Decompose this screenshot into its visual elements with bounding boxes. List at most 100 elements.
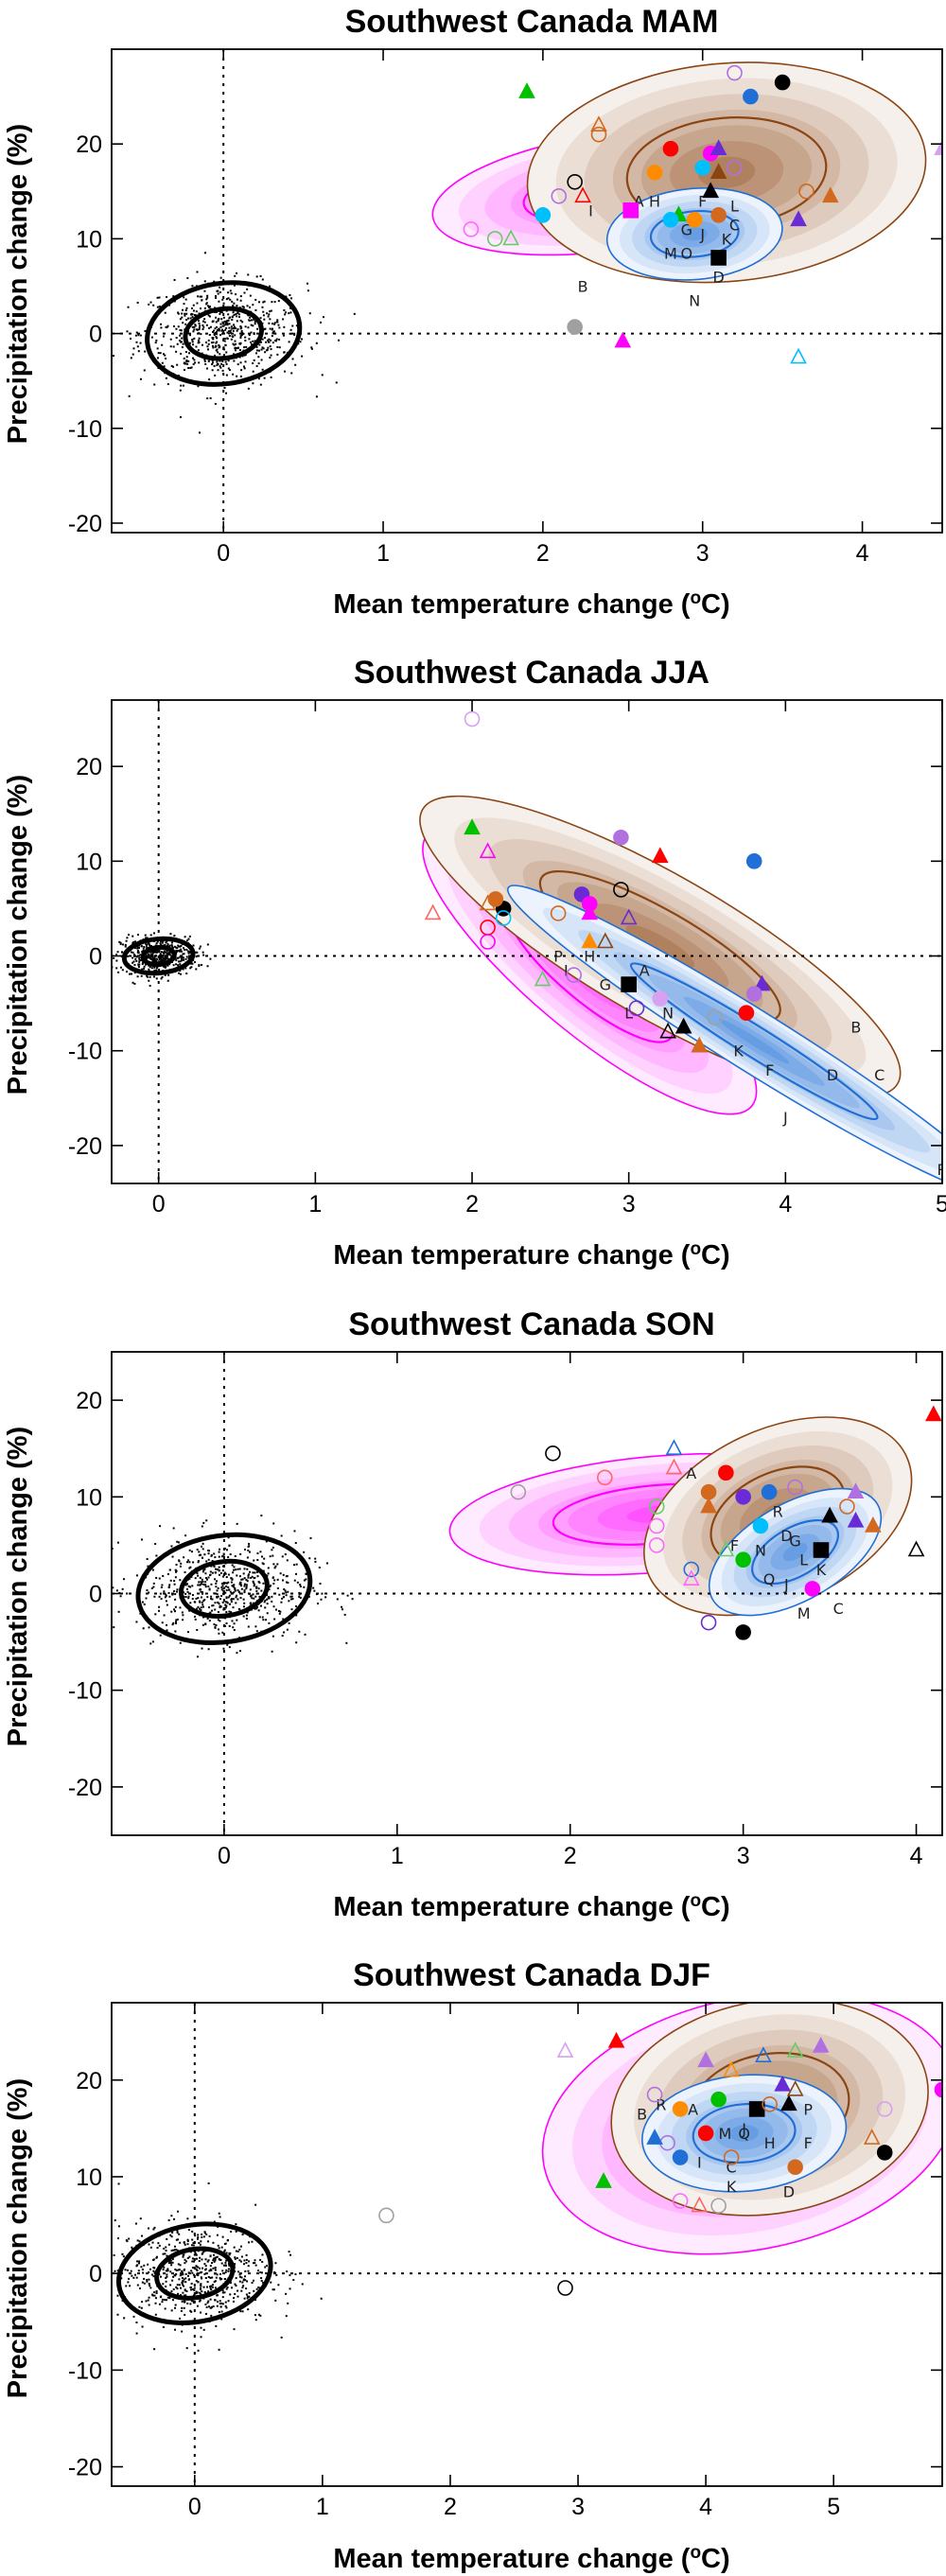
control-point	[203, 318, 206, 321]
control-point	[273, 1618, 276, 1621]
control-point	[203, 1568, 206, 1570]
control-point	[229, 329, 232, 332]
control-point	[220, 2318, 223, 2321]
control-point	[282, 318, 285, 321]
control-point	[240, 334, 243, 337]
control-point	[239, 295, 242, 298]
control-point	[164, 966, 166, 969]
control-point	[253, 1583, 255, 1586]
control-point	[204, 1586, 207, 1588]
control-point	[253, 1585, 255, 1587]
control-point	[205, 324, 208, 326]
control-point	[168, 1584, 171, 1586]
control-point	[274, 332, 277, 335]
control-point	[136, 934, 139, 937]
control-point	[187, 1597, 190, 1600]
control-point	[257, 377, 260, 380]
control-point	[187, 359, 190, 362]
y-tick-label: -10	[68, 1678, 102, 1705]
control-point	[233, 284, 236, 287]
control-point	[257, 1587, 260, 1590]
control-point	[227, 319, 230, 322]
control-point	[247, 273, 250, 276]
control-point	[261, 1616, 264, 1619]
control-point	[102, 2254, 104, 2256]
control-point	[248, 306, 251, 308]
control-point	[224, 1582, 227, 1585]
control-point	[215, 311, 218, 314]
triangle-marker	[574, 186, 591, 203]
control-point	[198, 1554, 201, 1557]
control-point	[186, 2256, 189, 2259]
x-tick-label: 3	[571, 2494, 585, 2520]
control-point	[241, 2234, 244, 2236]
control-point	[126, 937, 129, 939]
control-point	[141, 2301, 144, 2304]
control-point	[183, 2285, 185, 2287]
control-point	[216, 2294, 219, 2297]
control-point	[236, 272, 238, 274]
control-point	[221, 324, 224, 327]
control-point	[238, 1591, 241, 1594]
control-point	[218, 2311, 220, 2314]
control-point	[248, 1551, 251, 1553]
control-point	[169, 1579, 172, 1582]
control-point	[227, 359, 230, 362]
control-point	[160, 977, 163, 980]
control-point	[306, 282, 308, 285]
control-point	[208, 305, 211, 307]
control-point	[132, 2276, 135, 2279]
control-point	[170, 2264, 173, 2267]
control-point	[234, 2283, 236, 2286]
control-point	[257, 356, 260, 359]
control-point	[268, 313, 271, 316]
circle-marker	[787, 2159, 803, 2176]
control-point	[215, 349, 218, 352]
control-point	[179, 1641, 182, 1644]
control-point	[159, 1592, 162, 1595]
control-point	[191, 2267, 194, 2269]
control-point	[238, 2259, 241, 2262]
control-point	[262, 1582, 265, 1585]
control-point	[153, 932, 156, 935]
control-point	[173, 324, 176, 327]
control-point	[215, 1624, 218, 1627]
control-point	[140, 2266, 143, 2269]
control-point	[227, 2300, 230, 2303]
control-point	[189, 2303, 192, 2305]
control-point	[101, 2234, 103, 2235]
x-axis-label: Mean temperature change (oC)	[333, 588, 729, 620]
control-point	[213, 364, 216, 367]
control-point	[167, 2262, 170, 2265]
control-point	[291, 358, 294, 360]
control-point	[187, 938, 190, 940]
control-point	[212, 320, 215, 323]
control-point	[199, 1584, 201, 1586]
circle-marker	[700, 1483, 717, 1500]
circle-marker	[798, 183, 815, 200]
control-point	[244, 354, 247, 357]
control-point	[130, 337, 132, 340]
triangle-marker	[755, 2046, 772, 2063]
control-point	[171, 1623, 174, 1626]
model-letter: N	[689, 292, 700, 310]
control-point	[260, 2271, 263, 2274]
control-point	[201, 1542, 204, 1545]
control-point	[148, 943, 150, 946]
control-point	[158, 305, 161, 307]
control-point	[257, 362, 260, 365]
control-point	[207, 1648, 210, 1651]
control-point	[228, 326, 231, 329]
control-point	[272, 1546, 274, 1549]
control-point	[131, 961, 134, 964]
control-point	[233, 1586, 236, 1588]
control-point	[201, 1556, 203, 1559]
control-point	[220, 1588, 223, 1591]
control-point	[182, 322, 184, 324]
control-point	[152, 958, 155, 961]
control-point	[229, 1590, 232, 1593]
control-point	[200, 1608, 202, 1611]
control-point	[227, 1586, 230, 1588]
y-tick-label: 20	[76, 1388, 102, 1414]
control-point	[191, 1598, 194, 1601]
